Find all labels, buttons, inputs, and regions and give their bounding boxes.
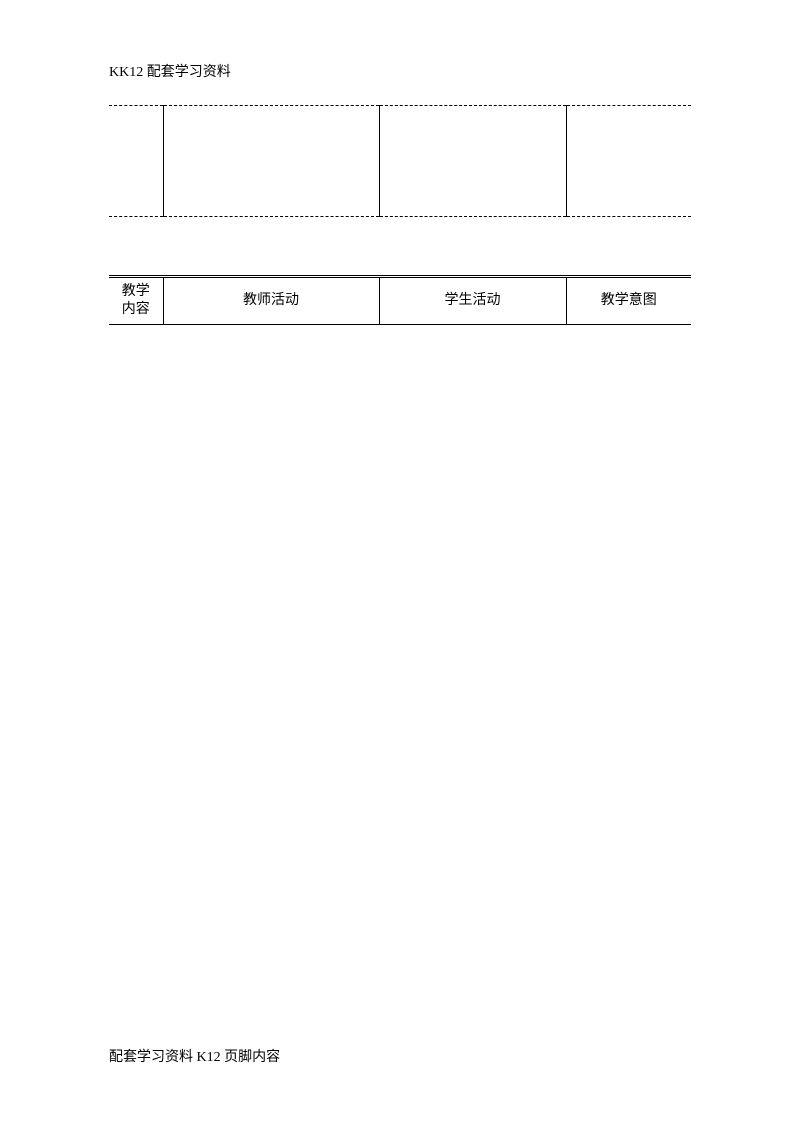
table-row xyxy=(109,106,691,217)
table-header-cell: 教学内容 xyxy=(109,277,163,325)
table-cell xyxy=(163,106,379,217)
table-cell xyxy=(566,106,691,217)
table-header-cell: 学生活动 xyxy=(379,277,566,325)
page-content: KK12 配套学习资料 教学内容 教师活动 学生活动 教学意图 xyxy=(109,61,691,325)
table-header-row: 教学内容 教师活动 学生活动 教学意图 xyxy=(109,277,691,325)
dashed-table xyxy=(109,105,691,217)
table-header-cell: 教学意图 xyxy=(566,277,691,325)
table-cell xyxy=(109,106,163,217)
header-title: KK12 配套学习资料 xyxy=(109,61,691,81)
footer-text: 配套学习资料 K12 页脚内容 xyxy=(109,1046,280,1066)
solid-table: 教学内容 教师活动 学生活动 教学意图 xyxy=(109,275,691,325)
table-cell xyxy=(379,106,566,217)
table-header-cell: 教师活动 xyxy=(163,277,379,325)
